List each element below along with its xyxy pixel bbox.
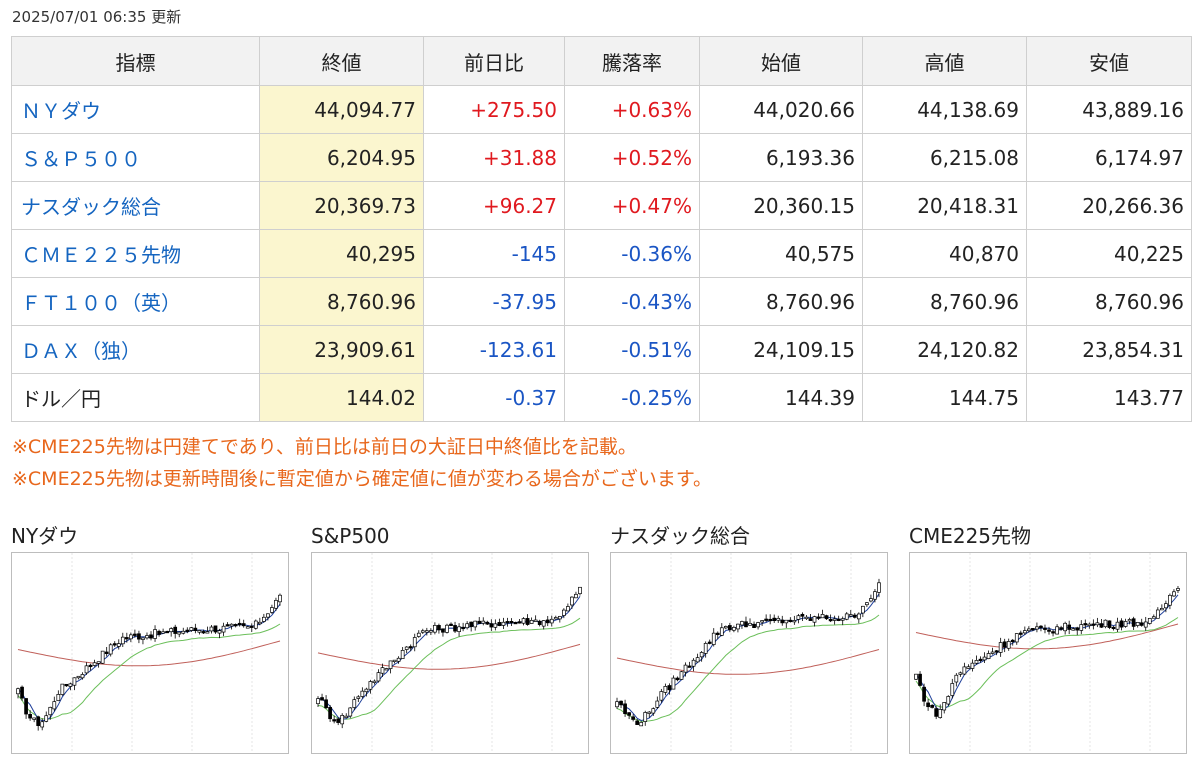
table-header-row: 指標 終値 前日比 騰落率 始値 高値 安値: [11, 36, 1192, 86]
chart-card-sp500: S&P500: [311, 520, 589, 754]
column-header-low: 安値: [1026, 36, 1192, 86]
chart-card-nydow: NYダウ: [11, 520, 289, 754]
chart-title: NYダウ: [11, 524, 79, 548]
cell-low: 40,225: [1026, 229, 1192, 278]
cell-change: +96.27: [423, 181, 565, 230]
indicator-link[interactable]: ＤＡＸ（独）: [21, 339, 141, 363]
cell-indicator: ＮＹダウ: [11, 85, 260, 134]
column-header-change: 前日比: [423, 36, 565, 86]
cell-indicator: ＤＡＸ（独）: [11, 325, 260, 374]
cell-change: -145: [423, 229, 565, 278]
indicator-link[interactable]: ＣＭＥ２２５先物: [21, 243, 181, 267]
cell-high: 44,138.69: [862, 85, 1027, 134]
table-row-nasdaq: ナスダック総合 20,369.73 +96.27 +0.47% 20,360.15 20,…: [11, 181, 1192, 230]
cell-change: -123.61: [423, 325, 565, 374]
indicator-link[interactable]: ＮＹダウ: [21, 99, 101, 123]
cell-high: 144.75: [862, 373, 1027, 422]
chart-thumbnail-nydow[interactable]: [11, 552, 289, 754]
cell-close: 44,094.77: [259, 85, 424, 134]
cell-close: 40,295: [259, 229, 424, 278]
cell-high: 40,870: [862, 229, 1027, 278]
cell-rate: -0.43%: [564, 277, 700, 326]
cell-rate: -0.51%: [564, 325, 700, 374]
table-row-nydow: ＮＹダウ 44,094.77 +275.50 +0.63% 44,020.66 44,13…: [11, 85, 1192, 134]
column-header-rate: 騰落率: [564, 36, 700, 86]
cell-close: 6,204.95: [259, 133, 424, 182]
notes: ※CME225先物は円建てであり、前日比は前日の大証日中終値比を記載。 ※CME…: [12, 431, 712, 495]
chart-title: CME225先物: [909, 524, 1032, 548]
candlestick-chart-graphic: [615, 553, 881, 753]
cell-low: 8,760.96: [1026, 277, 1192, 326]
cell-high: 6,215.08: [862, 133, 1027, 182]
cell-indicator: ナスダック総合: [11, 181, 260, 230]
cell-open: 6,193.36: [699, 133, 863, 182]
cell-low: 143.77: [1026, 373, 1192, 422]
note-cme-provisional: ※CME225先物は更新時間後に暫定値から確定値に値が変わる場合がございます。: [12, 468, 712, 490]
table-row-ftse100: ＦＴ１００（英） 8,760.96 -37.95 -0.43% 8,760.96 8,76…: [11, 277, 1192, 326]
cell-close: 8,760.96: [259, 277, 424, 326]
cell-open: 44,020.66: [699, 85, 863, 134]
cell-high: 8,760.96: [862, 277, 1027, 326]
cell-high: 24,120.82: [862, 325, 1027, 374]
column-header-open: 始値: [699, 36, 863, 86]
chart-thumbnails: NYダウ S&P500 ナスダック総合 CME225先物: [11, 520, 1196, 760]
table-row-cme225: ＣＭＥ２２５先物 40,295 -145 -0.36% 40,575 40,870 40,2…: [11, 229, 1192, 278]
cell-rate: -0.25%: [564, 373, 700, 422]
market-indices-table: 指標 終値 前日比 騰落率 始値 高値 安値 ＮＹダウ 44,094.77 +275…: [11, 36, 1192, 422]
cell-change: -0.37: [423, 373, 565, 422]
candlestick-chart-graphic: [914, 553, 1180, 753]
cell-low: 23,854.31: [1026, 325, 1192, 374]
cell-low: 6,174.97: [1026, 133, 1192, 182]
cell-open: 8,760.96: [699, 277, 863, 326]
cell-indicator: ドル／円: [11, 373, 260, 422]
cell-low: 20,266.36: [1026, 181, 1192, 230]
cell-rate: +0.47%: [564, 181, 700, 230]
chart-thumbnail-sp500[interactable]: [311, 552, 589, 754]
cell-rate: +0.63%: [564, 85, 700, 134]
candlestick-chart-graphic: [316, 553, 582, 753]
cell-open: 40,575: [699, 229, 863, 278]
table-row-usdjpy: ドル／円 144.02 -0.37 -0.25% 144.39 144.75 143.77: [11, 373, 1192, 422]
cell-change: +31.88: [423, 133, 565, 182]
cell-indicator: Ｓ＆Ｐ５００: [11, 133, 260, 182]
column-header-indicator: 指標: [11, 36, 260, 86]
table-row-dax: ＤＡＸ（独） 23,909.61 -123.61 -0.51% 24,109.15 24,…: [11, 325, 1192, 374]
table-row-sp500: Ｓ＆Ｐ５００ 6,204.95 +31.88 +0.52% 6,193.36 6,215.…: [11, 133, 1192, 182]
indicator-link[interactable]: ＦＴ１００（英）: [21, 291, 181, 315]
cell-high: 20,418.31: [862, 181, 1027, 230]
column-header-high: 高値: [862, 36, 1027, 86]
cell-rate: +0.52%: [564, 133, 700, 182]
cell-close: 20,369.73: [259, 181, 424, 230]
indicator-link[interactable]: ナスダック総合: [21, 195, 161, 219]
chart-title: ナスダック総合: [610, 524, 750, 548]
cell-close: 144.02: [259, 373, 424, 422]
cell-indicator: ＣＭＥ２２５先物: [11, 229, 260, 278]
chart-title: S&P500: [311, 524, 390, 548]
column-header-close: 終値: [259, 36, 424, 86]
cell-close: 23,909.61: [259, 325, 424, 374]
chart-thumbnail-nasdaq[interactable]: [610, 552, 888, 754]
indicator-link[interactable]: Ｓ＆Ｐ５００: [21, 147, 141, 171]
cell-change: -37.95: [423, 277, 565, 326]
indicator-label: ドル／円: [21, 387, 101, 411]
candlestick-chart-graphic: [16, 553, 282, 753]
note-cme-yen: ※CME225先物は円建てであり、前日比は前日の大証日中終値比を記載。: [12, 436, 637, 458]
cell-open: 144.39: [699, 373, 863, 422]
chart-card-cme225: CME225先物: [909, 520, 1187, 754]
last-updated-timestamp: 2025/07/01 06:35 更新: [12, 8, 182, 26]
cell-rate: -0.36%: [564, 229, 700, 278]
cell-indicator: ＦＴ１００（英）: [11, 277, 260, 326]
cell-open: 24,109.15: [699, 325, 863, 374]
cell-change: +275.50: [423, 85, 565, 134]
chart-thumbnail-cme225[interactable]: [909, 552, 1187, 754]
cell-open: 20,360.15: [699, 181, 863, 230]
cell-low: 43,889.16: [1026, 85, 1192, 134]
chart-card-nasdaq: ナスダック総合: [610, 520, 888, 754]
